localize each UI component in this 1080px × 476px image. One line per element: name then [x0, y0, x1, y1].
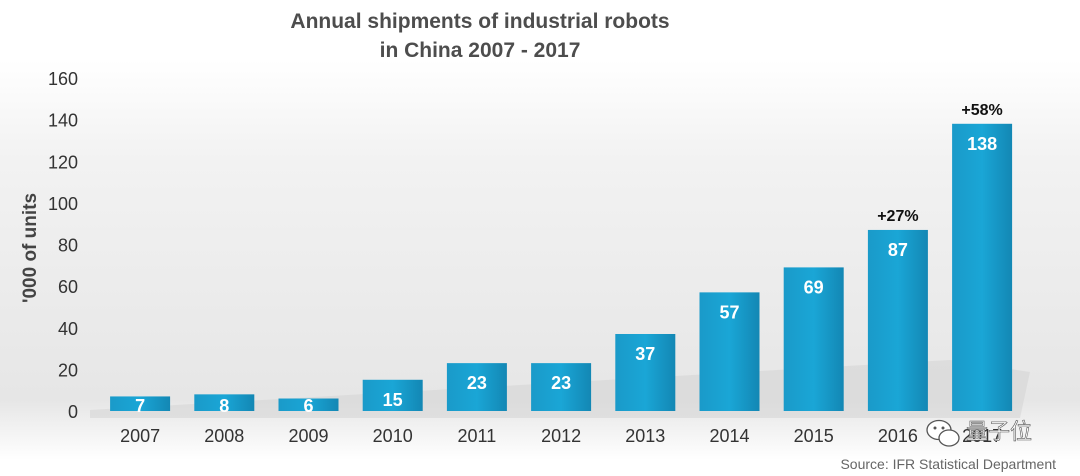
y-tick-label: 0	[68, 402, 78, 422]
bar-value-label: 7	[135, 396, 145, 416]
bar-value-label: 69	[804, 277, 824, 297]
bar-value-label: 87	[888, 240, 908, 260]
bar-value-label: 6	[303, 396, 313, 416]
x-tick-label: 2015	[794, 426, 834, 446]
watermark: 量子位	[926, 419, 1032, 447]
y-tick-label: 140	[48, 111, 78, 131]
growth-annotation: +58%	[961, 102, 1002, 119]
bar-2011	[446, 363, 507, 411]
y-tick-label: 100	[48, 194, 78, 214]
y-tick-label: 60	[58, 277, 78, 297]
bars-group: 7 8 6 15 23 23 37 57 69 87 138 +27% +58%	[110, 102, 1013, 416]
source-note: Source: IFR Statistical Department	[840, 456, 1056, 472]
bar-2007	[110, 396, 171, 411]
x-tick-label: 2009	[288, 426, 328, 446]
x-axis-ticks: 2007 2008 2009 2010 2011 2012 2013 2014 2015 2016…	[120, 426, 1002, 446]
y-axis-ticks: 0 20 40 60 80 100 120 140 160	[48, 69, 78, 422]
y-axis-label: '000 of units	[20, 193, 41, 303]
x-tick-label: 2013	[625, 426, 665, 446]
bar-2013	[615, 333, 676, 411]
bar-2014	[699, 292, 760, 411]
y-tick-label: 160	[48, 69, 78, 89]
watermark-text: 量子位	[966, 420, 1032, 445]
bar-2012	[531, 363, 592, 411]
bar-value-label: 57	[719, 302, 739, 322]
growth-annotation: +27%	[877, 208, 918, 225]
y-tick-label: 20	[58, 360, 78, 380]
bar-value-label: 23	[467, 373, 487, 393]
x-tick-label: 2014	[709, 426, 749, 446]
x-tick-label: 2011	[458, 426, 497, 446]
x-tick-label: 2010	[373, 426, 413, 446]
bar-2016	[867, 229, 928, 411]
chart-title-line-1: Annual shipments of industrial robots	[290, 10, 669, 33]
bar-value-label: 37	[635, 344, 655, 364]
x-tick-label: 2012	[541, 426, 581, 446]
y-tick-label: 120	[48, 152, 78, 172]
wechat-icon	[926, 419, 960, 447]
bar-value-label: 15	[383, 390, 403, 410]
bar-2009	[278, 398, 339, 411]
x-tick-label: 2008	[204, 426, 244, 446]
bar-2008	[194, 394, 255, 411]
bar-value-label: 8	[219, 396, 229, 416]
y-tick-label: 80	[58, 236, 78, 256]
x-tick-label: 2007	[120, 426, 160, 446]
bar-2017	[952, 123, 1013, 411]
y-tick-label: 40	[58, 319, 78, 339]
bar-value-label: 23	[551, 373, 571, 393]
chart-title-line-2: in China 2007 - 2017	[380, 39, 581, 62]
x-tick-label: 2017	[962, 426, 1002, 446]
bar-2015	[783, 267, 844, 411]
bar-value-label: 138	[967, 134, 997, 154]
x-tick-label: 2016	[878, 426, 918, 446]
bar-2010	[362, 379, 423, 411]
